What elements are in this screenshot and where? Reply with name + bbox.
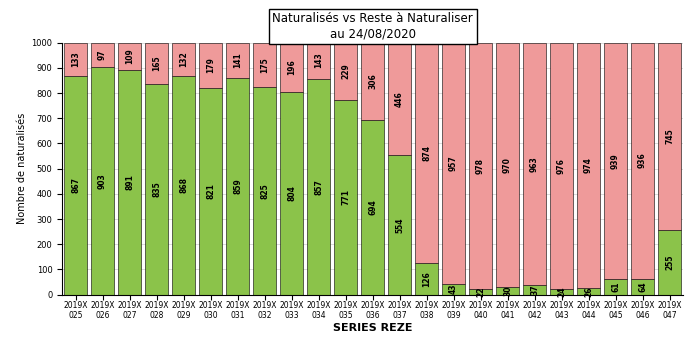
Text: 936: 936 (638, 153, 647, 168)
Text: 868: 868 (179, 177, 188, 193)
Text: 229: 229 (341, 64, 350, 79)
Text: 970: 970 (503, 157, 512, 173)
Bar (145, 43, 168, 84)
Bar (442, 43, 465, 284)
Bar (199, 88, 222, 295)
Bar (199, 43, 222, 88)
Bar (631, 43, 654, 279)
Bar (91, 67, 114, 295)
Bar (550, 43, 573, 289)
Bar (118, 70, 141, 295)
Text: 771: 771 (341, 190, 350, 206)
Bar (496, 43, 519, 287)
Text: 835: 835 (152, 181, 161, 197)
Text: 859: 859 (233, 179, 242, 194)
Text: 857: 857 (314, 179, 323, 195)
Text: 804: 804 (287, 185, 296, 201)
Text: 976: 976 (557, 158, 566, 174)
Bar (523, 285, 546, 295)
Bar (469, 43, 492, 289)
Text: 26: 26 (584, 286, 593, 297)
Text: 126: 126 (422, 271, 431, 286)
Bar (496, 287, 519, 295)
Text: 22: 22 (476, 286, 485, 297)
Bar (442, 284, 465, 295)
Text: 109: 109 (125, 49, 134, 64)
Text: 974: 974 (584, 157, 593, 173)
Bar (604, 43, 627, 279)
Bar (64, 76, 87, 295)
Text: 141: 141 (233, 53, 242, 68)
Bar (280, 43, 303, 92)
Text: 97: 97 (98, 49, 107, 60)
Text: 821: 821 (206, 183, 215, 199)
Text: 957: 957 (449, 155, 458, 171)
X-axis label: SERIES REZE: SERIES REZE (333, 323, 413, 333)
Text: 446: 446 (395, 91, 404, 107)
Bar (415, 43, 438, 263)
Bar (253, 43, 276, 87)
Bar (172, 76, 195, 295)
Bar (631, 279, 654, 295)
Bar (307, 43, 330, 79)
Text: 939: 939 (611, 153, 620, 169)
Bar (226, 43, 249, 78)
Text: 891: 891 (125, 174, 134, 190)
Bar (361, 120, 384, 295)
Bar (388, 43, 411, 155)
Text: 255: 255 (665, 255, 674, 270)
Text: 175: 175 (260, 57, 269, 72)
Text: 64: 64 (638, 281, 647, 292)
Text: 825: 825 (260, 183, 269, 198)
Title: Naturalisés vs Reste à Naturaliser
au 24/08/2020: Naturalisés vs Reste à Naturaliser au 24… (273, 12, 473, 40)
Text: 24: 24 (557, 286, 566, 297)
Bar (145, 84, 168, 295)
Text: 903: 903 (98, 173, 107, 189)
Text: 30: 30 (503, 286, 512, 296)
Text: 694: 694 (368, 199, 377, 215)
Bar (91, 43, 114, 67)
Text: 306: 306 (368, 73, 377, 89)
Text: 963: 963 (530, 156, 539, 172)
Bar (280, 92, 303, 295)
Bar (334, 100, 357, 295)
Text: 745: 745 (665, 129, 674, 144)
Text: 43: 43 (449, 284, 458, 295)
Bar (361, 43, 384, 120)
Bar (604, 279, 627, 295)
Text: 554: 554 (395, 217, 404, 233)
Text: 133: 133 (71, 51, 80, 67)
Bar (388, 155, 411, 295)
Bar (469, 289, 492, 295)
Bar (253, 87, 276, 295)
Text: 132: 132 (179, 51, 188, 67)
Bar (577, 43, 600, 288)
Bar (658, 43, 681, 230)
Bar (118, 43, 141, 70)
Bar (307, 79, 330, 295)
Bar (550, 289, 573, 295)
Bar (577, 288, 600, 295)
Bar (64, 43, 87, 76)
Y-axis label: Nombre de naturalisés: Nombre de naturalisés (17, 113, 27, 224)
Bar (523, 43, 546, 285)
Text: 196: 196 (287, 59, 296, 75)
Bar (172, 43, 195, 76)
Text: 179: 179 (206, 57, 215, 73)
Text: 165: 165 (152, 56, 161, 71)
Bar (415, 263, 438, 295)
Bar (334, 43, 357, 100)
Text: 867: 867 (71, 178, 80, 193)
Text: 143: 143 (314, 53, 323, 69)
Text: 37: 37 (530, 285, 539, 295)
Text: 874: 874 (422, 145, 431, 161)
Text: 61: 61 (611, 282, 620, 292)
Text: 978: 978 (476, 158, 485, 174)
Bar (226, 78, 249, 295)
Bar (658, 230, 681, 295)
